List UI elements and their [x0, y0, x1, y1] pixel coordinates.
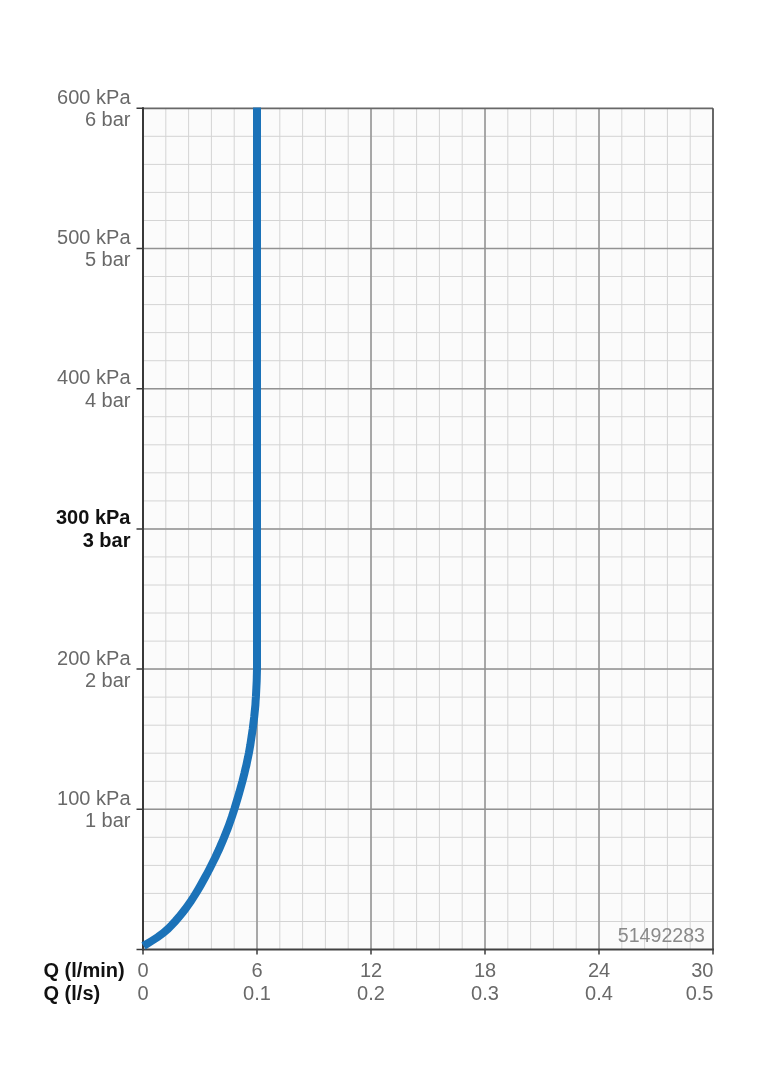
svg-text:0.1: 0.1	[243, 982, 271, 1004]
svg-text:1 bar: 1 bar	[85, 809, 131, 831]
svg-text:6: 6	[251, 959, 262, 981]
svg-text:0.3: 0.3	[471, 982, 499, 1004]
svg-text:4 bar: 4 bar	[85, 389, 131, 411]
svg-text:500 kPa: 500 kPa	[57, 226, 131, 248]
svg-text:Q (l/min): Q (l/min)	[44, 959, 125, 981]
svg-text:30: 30	[691, 959, 713, 981]
svg-text:2 bar: 2 bar	[85, 669, 131, 691]
svg-text:0: 0	[137, 982, 148, 1004]
svg-text:0: 0	[137, 959, 148, 981]
svg-text:0.2: 0.2	[357, 982, 385, 1004]
svg-text:24: 24	[588, 959, 610, 981]
svg-text:100 kPa: 100 kPa	[57, 787, 131, 809]
svg-text:3 bar: 3 bar	[83, 529, 131, 551]
svg-text:51492283: 51492283	[618, 924, 705, 946]
svg-text:0.4: 0.4	[585, 982, 613, 1004]
svg-text:Q (l/s): Q (l/s)	[44, 982, 101, 1004]
svg-text:5 bar: 5 bar	[85, 248, 131, 270]
svg-text:300 kPa: 300 kPa	[56, 506, 131, 528]
svg-text:6 bar: 6 bar	[85, 108, 131, 130]
svg-text:400 kPa: 400 kPa	[57, 366, 131, 388]
svg-text:0.5: 0.5	[686, 982, 714, 1004]
svg-text:600 kPa: 600 kPa	[57, 86, 131, 108]
svg-text:200 kPa: 200 kPa	[57, 647, 131, 669]
svg-text:12: 12	[360, 959, 382, 981]
svg-text:18: 18	[474, 959, 496, 981]
